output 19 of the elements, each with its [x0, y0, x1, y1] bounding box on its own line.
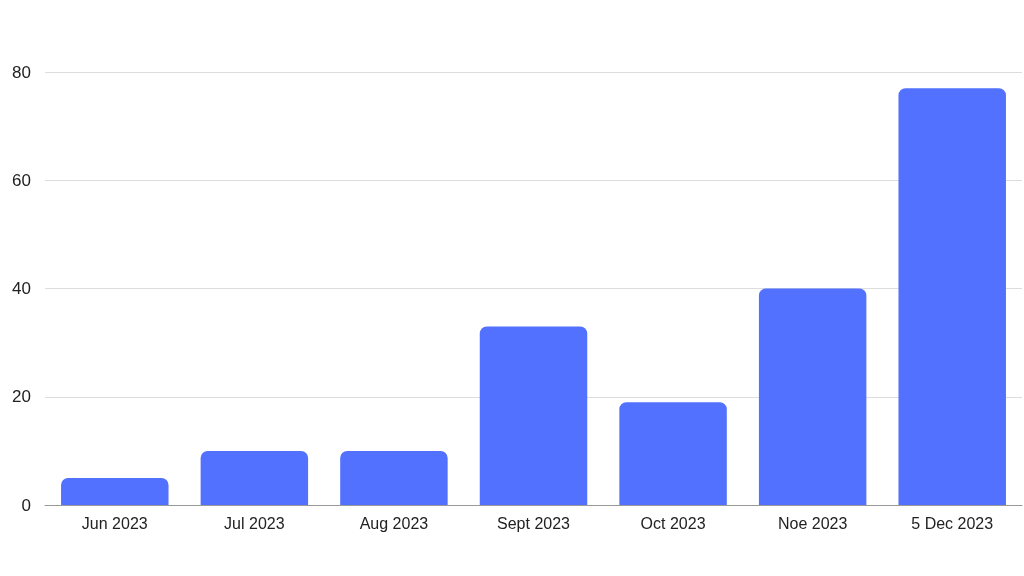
bar	[200, 450, 309, 505]
x-tick-label: Jul 2023	[224, 514, 285, 532]
x-tick-label: Sept 2023	[497, 514, 571, 532]
bar	[758, 288, 867, 505]
y-tick-label: 0	[21, 495, 31, 515]
bar	[340, 450, 448, 505]
x-tick-label: Noe 2023	[777, 514, 848, 532]
y-tick-label: 80	[12, 62, 31, 82]
bar	[898, 88, 1006, 505]
x-tick-label: Jun 2023	[81, 514, 148, 532]
x-tick-label: 5 Dec 2023	[911, 514, 994, 532]
x-tick-label: Aug 2023	[359, 514, 429, 532]
x-tick-label: Oct 2023	[640, 514, 706, 532]
y-tick-label: 20	[12, 387, 31, 407]
bar	[61, 477, 169, 505]
bar	[479, 326, 588, 505]
y-tick-label: 60	[12, 170, 31, 190]
bar	[619, 402, 727, 505]
y-tick-label: 40	[12, 279, 31, 298]
